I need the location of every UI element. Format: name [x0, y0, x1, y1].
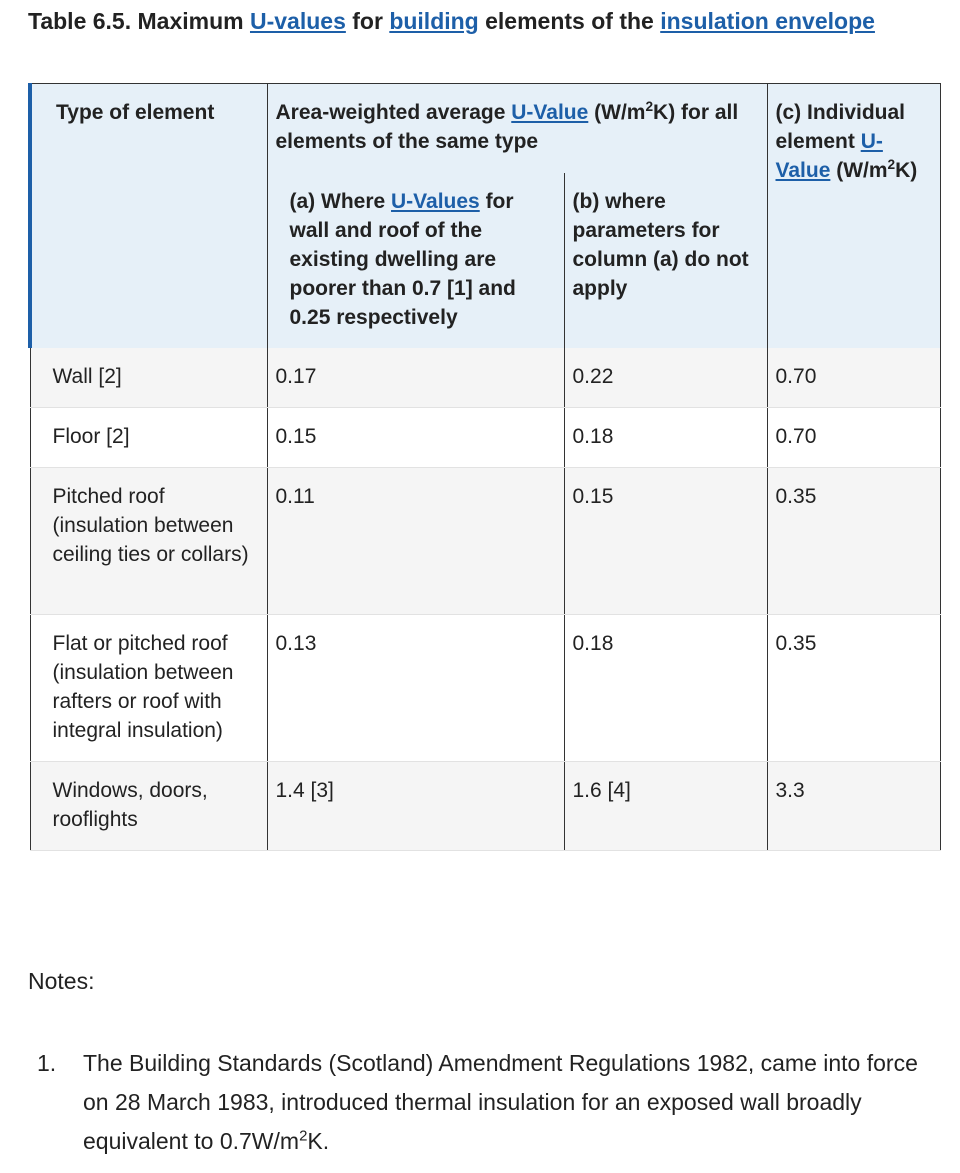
text-run: (a) Where [289, 189, 392, 213]
value-cell: 0.13 [266, 614, 565, 762]
value-cell: 0.35 [766, 467, 941, 615]
value-cell: 0.18 [563, 407, 768, 468]
link[interactable]: U-Value [511, 101, 589, 124]
table-row: Wall [2] 0.17 0.22 0.70 [29, 347, 941, 408]
row-label: Windows, doors, rooflights [29, 761, 268, 851]
table-row: Flat or pitched roof (insulation between… [29, 614, 941, 762]
text-run: elements of the [478, 8, 661, 34]
row-label: Pitched roof (insulation between ceiling… [29, 467, 268, 615]
text-run: Area-weighted average [275, 101, 512, 124]
value-cell: 0.15 [266, 407, 565, 468]
text-run: (b) where parameters for column (a) do n… [572, 189, 749, 300]
text-run: Table 6.5. Maximum [28, 8, 250, 34]
value-cell: 0.17 [266, 347, 565, 408]
value-cell: 0.70 [766, 407, 941, 468]
value-cell: 3.3 [766, 761, 941, 851]
text-run: (W/m [588, 101, 646, 124]
header-cell: Type of element [28, 83, 268, 348]
u-value-table: Type of element Area-weighted average U-… [28, 83, 941, 851]
text-run: K) [895, 159, 918, 182]
header-cell: (b) where parameters for column (a) do n… [563, 172, 768, 348]
row-label: Flat or pitched roof (insulation between… [29, 614, 268, 762]
table-row: Floor [2] 0.15 0.18 0.70 [29, 407, 941, 468]
value-cell: 0.11 [266, 467, 565, 615]
header-cell: Area-weighted average U-Value (W/m2K) fo… [266, 83, 768, 173]
link[interactable]: insulation envelope [660, 8, 875, 34]
superscript: 2 [887, 157, 896, 172]
text-run: The Building Standards (Scotland) Amendm… [83, 1050, 918, 1154]
text-run: (W/m [830, 159, 888, 182]
note-text: The Building Standards (Scotland) Amendm… [83, 1050, 918, 1154]
superscript: 2 [299, 1127, 308, 1145]
link[interactable]: U-values [249, 8, 346, 34]
value-cell: 0.22 [563, 347, 768, 408]
text-run: for [345, 8, 390, 34]
link[interactable]: U-Values [391, 189, 480, 213]
text-run: for wall and roof of the existing dwelli… [289, 189, 516, 329]
table-title: Table 6.5. Maximum U-values for building… [28, 8, 875, 35]
value-cell: 1.4 [3] [266, 761, 565, 851]
link[interactable]: building [389, 8, 479, 34]
notes-heading: Notes: [28, 968, 95, 994]
table-row: Windows, doors, rooflights 1.4 [3] 1.6 [4]… [29, 761, 941, 851]
link[interactable]: U-Value [775, 130, 883, 182]
text-run: K. [307, 1128, 330, 1154]
value-cell: 0.70 [766, 347, 941, 408]
table-body: Wall [2] 0.17 0.22 0.70 Floor [2] 0.15 0.18 0.7… [29, 347, 941, 851]
header-cell: (c) Individual element U-Value (W/m2K) [766, 83, 941, 348]
text-run: (c) Individual element [775, 101, 906, 153]
notes-list: 1. The Building Standards (Scotland) Amen… [28, 1044, 938, 1161]
header-cell: (a) Where U-Values for wall and roof of … [266, 172, 565, 348]
superscript: 2 [645, 99, 654, 114]
value-cell: 0.15 [563, 467, 768, 615]
row-label: Wall [2] [29, 347, 268, 408]
value-cell: 0.18 [563, 614, 768, 762]
value-cell: 1.6 [4] [563, 761, 768, 851]
table-row: Pitched roof (insulation between ceiling… [29, 467, 941, 615]
value-cell: 0.35 [766, 614, 941, 762]
note-marker: 1. [37, 1050, 57, 1076]
row-label: Floor [2] [29, 407, 268, 468]
note-item: 1. The Building Standards (Scotland) Amen… [28, 1044, 938, 1161]
text-run: K) for all elements of the same type [275, 101, 739, 153]
